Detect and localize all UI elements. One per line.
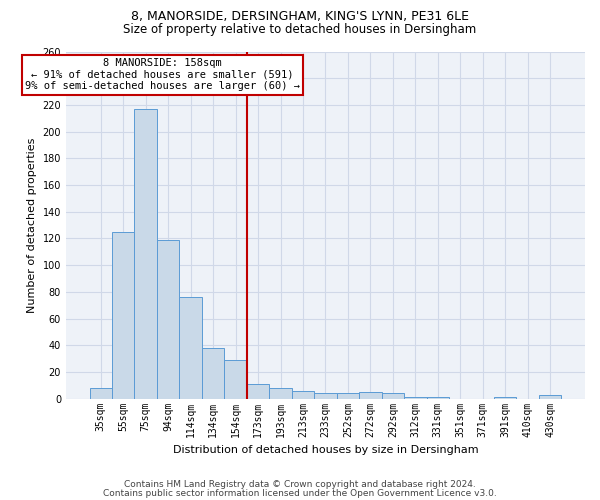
Bar xyxy=(224,360,247,399)
Bar xyxy=(247,384,269,398)
Bar xyxy=(179,297,202,398)
Bar xyxy=(382,394,404,398)
Bar xyxy=(157,240,179,398)
Bar xyxy=(269,388,292,398)
Text: Contains HM Land Registry data © Crown copyright and database right 2024.: Contains HM Land Registry data © Crown c… xyxy=(124,480,476,489)
Bar xyxy=(89,388,112,398)
Bar xyxy=(337,394,359,398)
Text: 8, MANORSIDE, DERSINGHAM, KING'S LYNN, PE31 6LE: 8, MANORSIDE, DERSINGHAM, KING'S LYNN, P… xyxy=(131,10,469,23)
Bar xyxy=(202,348,224,399)
Bar xyxy=(359,392,382,398)
X-axis label: Distribution of detached houses by size in Dersingham: Distribution of detached houses by size … xyxy=(173,445,478,455)
Text: Contains public sector information licensed under the Open Government Licence v3: Contains public sector information licen… xyxy=(103,489,497,498)
Y-axis label: Number of detached properties: Number of detached properties xyxy=(27,138,37,313)
Bar xyxy=(134,109,157,399)
Bar xyxy=(314,394,337,398)
Text: 8 MANORSIDE: 158sqm
← 91% of detached houses are smaller (591)
9% of semi-detach: 8 MANORSIDE: 158sqm ← 91% of detached ho… xyxy=(25,58,300,92)
Bar xyxy=(112,232,134,398)
Bar xyxy=(539,394,562,398)
Text: Size of property relative to detached houses in Dersingham: Size of property relative to detached ho… xyxy=(124,22,476,36)
Bar xyxy=(292,390,314,398)
